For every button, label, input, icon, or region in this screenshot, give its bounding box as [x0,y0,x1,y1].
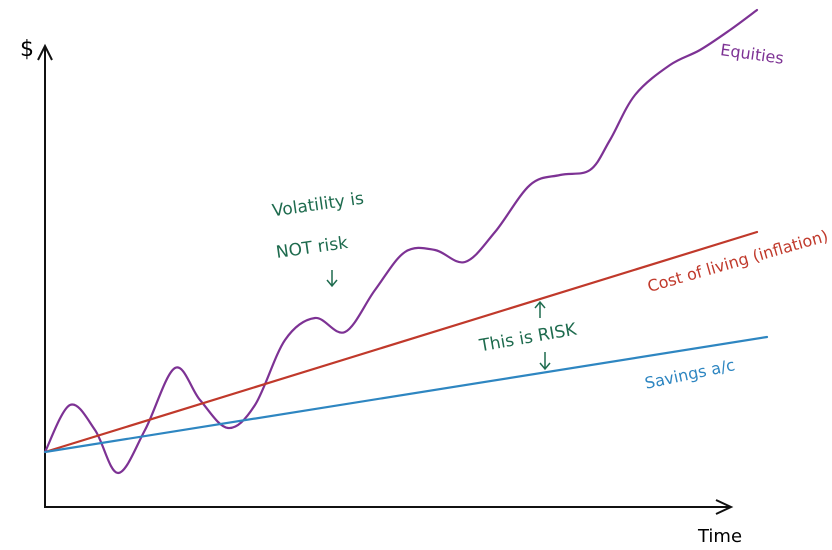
x-arrow [715,499,734,515]
data-line [43,8,759,475]
series-label: Savings a/c [643,355,737,393]
data-line [43,230,759,454]
x-axis-label: Time [697,526,742,547]
data-line [43,335,769,454]
y-axis-label: $ [20,37,34,62]
annotation-arrows [326,270,551,371]
series-label: Cost of living (inflation) [645,226,830,296]
axes [37,43,734,515]
y-arrow [37,43,53,61]
axis-lines [44,48,730,508]
annotation: NOT risk [275,233,350,263]
annotation: This is RISK [477,320,579,357]
annotation: Volatility is [271,189,365,222]
series-label: Equities [719,40,785,68]
